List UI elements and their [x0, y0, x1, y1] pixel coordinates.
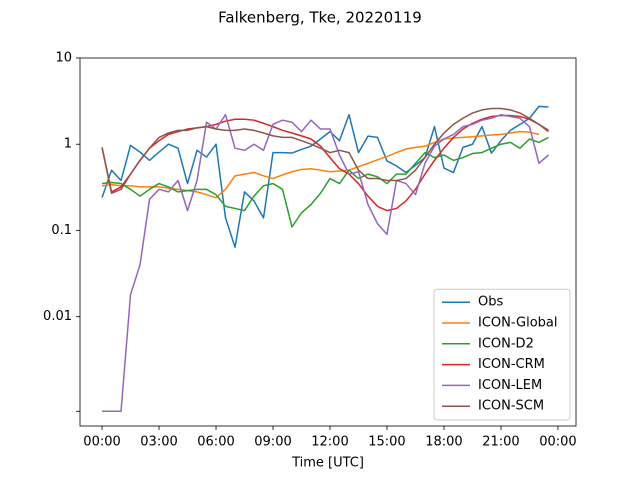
series-line — [101, 130, 540, 199]
x-tick-label: 00:00 — [539, 435, 576, 450]
x-tick-label: 18:00 — [425, 435, 462, 450]
x-tick-label: 15:00 — [368, 435, 405, 450]
legend-label: Obs — [478, 295, 503, 310]
series-line — [101, 105, 549, 248]
legend-label: ICON-CRM — [478, 357, 545, 372]
series-line — [101, 107, 549, 195]
y-tick-label: 1 — [64, 137, 72, 152]
x-tick-label: 00:00 — [83, 435, 120, 450]
x-tick-label: 21:00 — [482, 435, 519, 450]
chart-title: Falkenberg, Tke, 20220119 — [218, 9, 422, 27]
legend-label: ICON-LEM — [478, 378, 542, 393]
legend-label: ICON-Global — [478, 316, 558, 331]
plot-frame — [79, 57, 577, 427]
x-tick-label: 03:00 — [140, 435, 177, 450]
y-tick-label: 0.1 — [51, 223, 72, 238]
y-tick-label: 10 — [55, 51, 72, 66]
y-tick-label: 0.01 — [43, 309, 72, 324]
series-line — [102, 113, 549, 413]
x-tick-label: 06:00 — [197, 435, 234, 450]
legend-label: ICON-D2 — [478, 336, 534, 351]
series-line — [101, 114, 549, 212]
x-tick-label: 12:00 — [311, 435, 348, 450]
legend-box — [433, 288, 571, 421]
x-axis-label: Time [UTC] — [291, 456, 364, 471]
series-line — [101, 136, 549, 228]
x-tick-label: 09:00 — [254, 435, 291, 450]
legend-label: ICON-SCM — [478, 399, 544, 414]
